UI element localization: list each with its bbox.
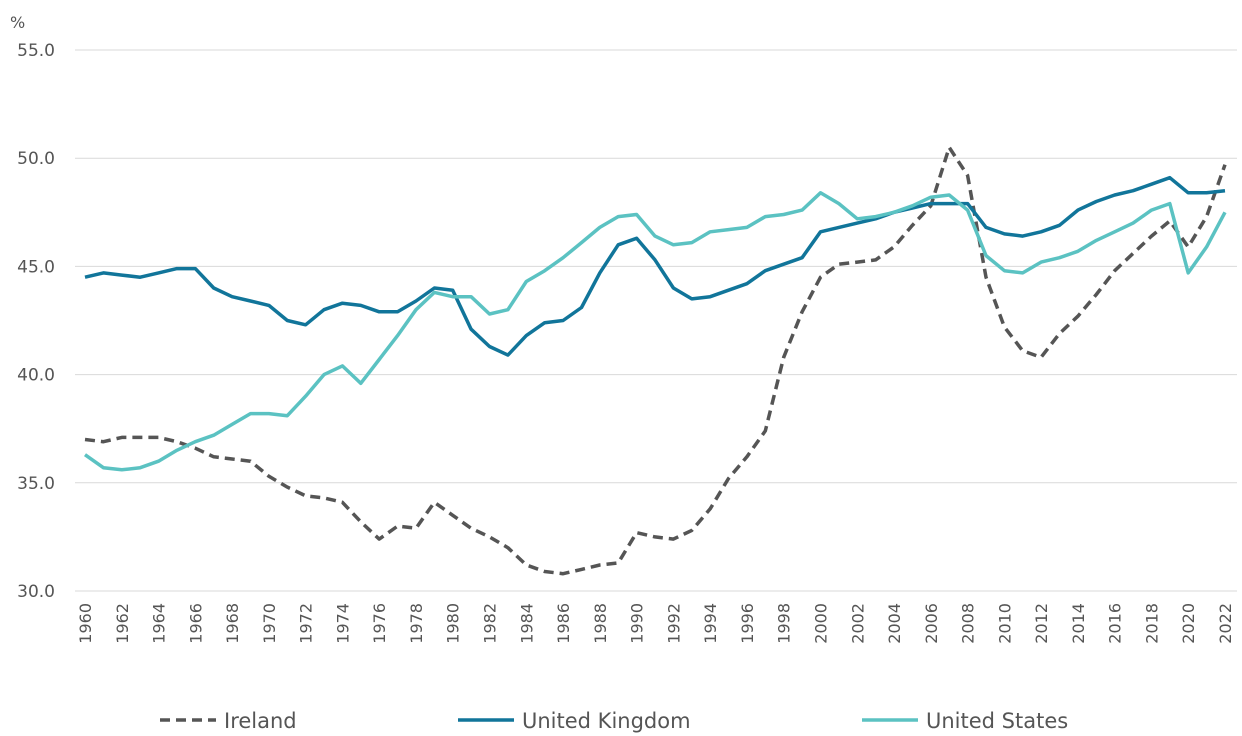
y-tick-label: 45.0 — [17, 257, 55, 277]
x-tick-label: 2008 — [959, 603, 978, 644]
x-tick-label: 1960 — [76, 603, 95, 644]
x-tick-label: 1980 — [444, 603, 463, 644]
x-tick-label: 2018 — [1142, 603, 1161, 644]
x-tick-label: 1982 — [481, 603, 500, 644]
x-tick-label: 1970 — [260, 603, 279, 644]
x-tick-label: 2016 — [1106, 603, 1125, 644]
x-tick-label: 2012 — [1032, 603, 1051, 644]
x-tick-label: 2000 — [811, 603, 830, 644]
x-tick-label: 1974 — [333, 603, 352, 644]
x-tick-label: 2004 — [885, 603, 904, 644]
series-line — [83, 191, 1227, 472]
x-tick-label: 1962 — [113, 603, 132, 644]
legend-label: Ireland — [224, 709, 297, 733]
y-tick-label: 30.0 — [17, 582, 55, 602]
x-tick-label: 2022 — [1216, 603, 1235, 644]
y-tick-label: 35.0 — [17, 474, 55, 494]
x-tick-label: 1978 — [407, 603, 426, 644]
x-tick-label: 1990 — [628, 603, 647, 644]
x-tick-label: 2010 — [995, 603, 1014, 644]
x-tick-label: 1992 — [664, 603, 683, 644]
x-tick-label: 1998 — [775, 603, 794, 644]
x-tick-label: 2002 — [848, 603, 867, 644]
y-tick-label: 40.0 — [17, 366, 55, 386]
legend-label: United Kingdom — [522, 709, 691, 733]
x-tick-label: 1968 — [223, 603, 242, 644]
x-tick-label: 1964 — [150, 603, 169, 644]
y-tick-label: 50.0 — [17, 149, 55, 169]
x-tick-label: 1986 — [554, 603, 573, 644]
x-tick-label: 1984 — [517, 603, 536, 644]
y-unit: % — [10, 13, 25, 32]
y-tick-label: 55.0 — [17, 41, 55, 61]
x-tick-label: 1972 — [297, 603, 316, 644]
x-tick-label: 2020 — [1179, 603, 1198, 644]
x-tick-label: 1976 — [370, 603, 389, 644]
x-tick-label: 2014 — [1069, 603, 1088, 644]
series-line — [84, 175, 1226, 357]
series-line — [84, 145, 1227, 576]
x-tick-label: 1988 — [591, 603, 610, 644]
legend-label: United States — [926, 709, 1068, 733]
x-tick-label: 1966 — [186, 603, 205, 644]
x-tick-label: 1996 — [738, 603, 757, 644]
x-tick-label: 2006 — [922, 603, 941, 644]
x-tick-label: 1994 — [701, 603, 720, 644]
